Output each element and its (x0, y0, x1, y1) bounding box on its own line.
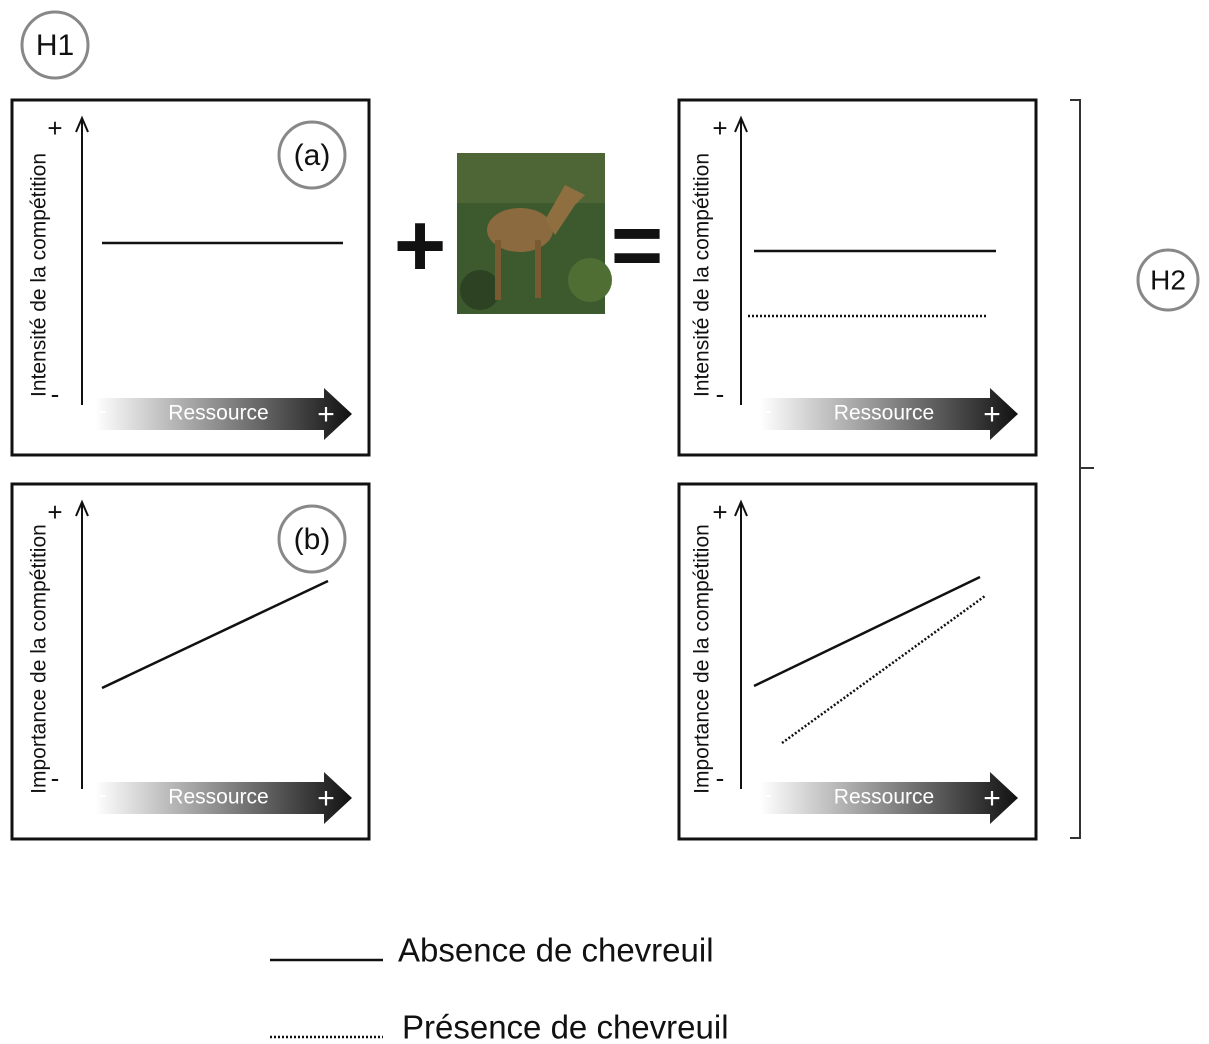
tag-circle (277, 120, 347, 190)
plus-operator: + (394, 196, 447, 296)
deer-photo (457, 153, 612, 314)
y-axis-label: Intensité de la compétition (691, 153, 714, 397)
y-axis-arrow (734, 499, 748, 517)
panel-frame (677, 98, 1038, 457)
tag-circle (277, 504, 347, 574)
y-min: - (51, 763, 60, 793)
x-axis-label: Ressource (168, 402, 268, 425)
absence-line (753, 575, 981, 688)
y-max: + (712, 497, 727, 527)
bracket (1070, 99, 1094, 839)
legend-label: Absence de chevreuil (398, 932, 714, 969)
resource-arrow (95, 388, 352, 440)
y-max: + (47, 497, 62, 527)
x-max: + (983, 398, 1001, 431)
x-max: + (983, 782, 1001, 815)
resource-arrow (760, 772, 1018, 824)
panel-tag: (a) (294, 139, 331, 172)
y-axis-arrow (734, 115, 748, 133)
y-max: + (712, 113, 727, 143)
equals-operator: = (611, 196, 664, 296)
x-axis-label: Ressource (168, 786, 268, 809)
resource-arrow (760, 388, 1018, 440)
x-max: + (317, 398, 335, 431)
h2-circle (1136, 248, 1200, 312)
y-axis-label: Intensité de la compétition (28, 153, 51, 397)
h1-label: H1 (36, 29, 74, 62)
legend-label: Présence de chevreuil (402, 1009, 729, 1044)
h1-circle (20, 10, 90, 80)
y-axis-arrow (75, 115, 89, 133)
panel: +-Intensité de la compétition- Ressource + (677, 98, 1038, 457)
panel-frame (677, 482, 1038, 841)
x-min: - (764, 397, 772, 424)
panel-tag: (b) (294, 523, 331, 556)
x-max: + (317, 782, 335, 815)
h2-label: H2 (1150, 264, 1186, 295)
panel: +-Importance de la compétition- Ressource… (677, 482, 1038, 841)
y-min: - (716, 379, 725, 409)
y-min: - (716, 763, 725, 793)
panel: +-Importance de la compétition- Ressource… (10, 482, 371, 841)
panel-frame (10, 482, 371, 841)
presence-line (781, 594, 986, 745)
x-axis-label: Ressource (834, 786, 934, 809)
x-min: - (764, 781, 772, 808)
y-max: + (47, 113, 62, 143)
panel-frame (10, 98, 371, 457)
resource-arrow (95, 772, 352, 824)
x-axis-label: Ressource (834, 402, 934, 425)
x-min: - (99, 781, 107, 808)
y-axis-arrow (75, 499, 89, 517)
y-min: - (51, 379, 60, 409)
x-min: - (99, 397, 107, 424)
y-axis-label: Importance de la compétition (28, 524, 51, 794)
absence-line (101, 579, 329, 690)
y-axis-label: Importance de la compétition (691, 524, 714, 794)
panel: +-Intensité de la compétition- Ressource +… (10, 98, 371, 457)
